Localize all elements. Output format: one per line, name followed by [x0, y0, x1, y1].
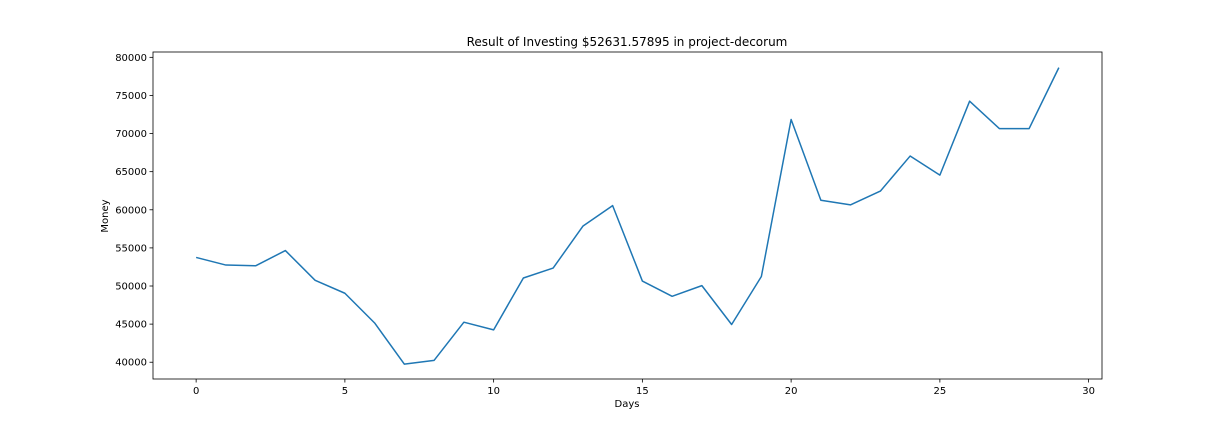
x-tick-label: 0	[193, 386, 199, 397]
x-tick-label: 5	[342, 386, 348, 397]
plot-area	[152, 51, 1103, 380]
x-tick-label: 25	[933, 386, 946, 397]
y-axis-label: Money	[100, 199, 111, 232]
y-tick-label: 70000	[115, 129, 147, 140]
y-tick-label: 80000	[115, 53, 147, 64]
series-line	[195, 67, 1060, 365]
x-tick-label: 20	[785, 386, 798, 397]
x-tick-label: 15	[636, 386, 649, 397]
x-tick-label: 30	[1082, 386, 1095, 397]
y-tick-label: 75000	[115, 91, 147, 102]
x-axis: 0 5 10 15 20 25 30	[193, 379, 1095, 397]
x-tick-label: 10	[487, 386, 500, 397]
y-tick-label: 40000	[115, 358, 147, 369]
y-tick-label: 55000	[115, 243, 147, 254]
y-tick-label: 45000	[115, 320, 147, 331]
chart-title: Result of Investing $52631.57895 in proj…	[467, 35, 788, 49]
y-tick-label: 65000	[115, 167, 147, 178]
plot-frame	[152, 51, 1103, 380]
y-tick-label: 50000	[115, 282, 147, 293]
y-axis: 40000 45000 50000 55000 60000 65000 70000 75000…	[115, 53, 153, 369]
y-tick-label: 60000	[115, 205, 147, 216]
x-axis-label: Days	[615, 399, 640, 410]
